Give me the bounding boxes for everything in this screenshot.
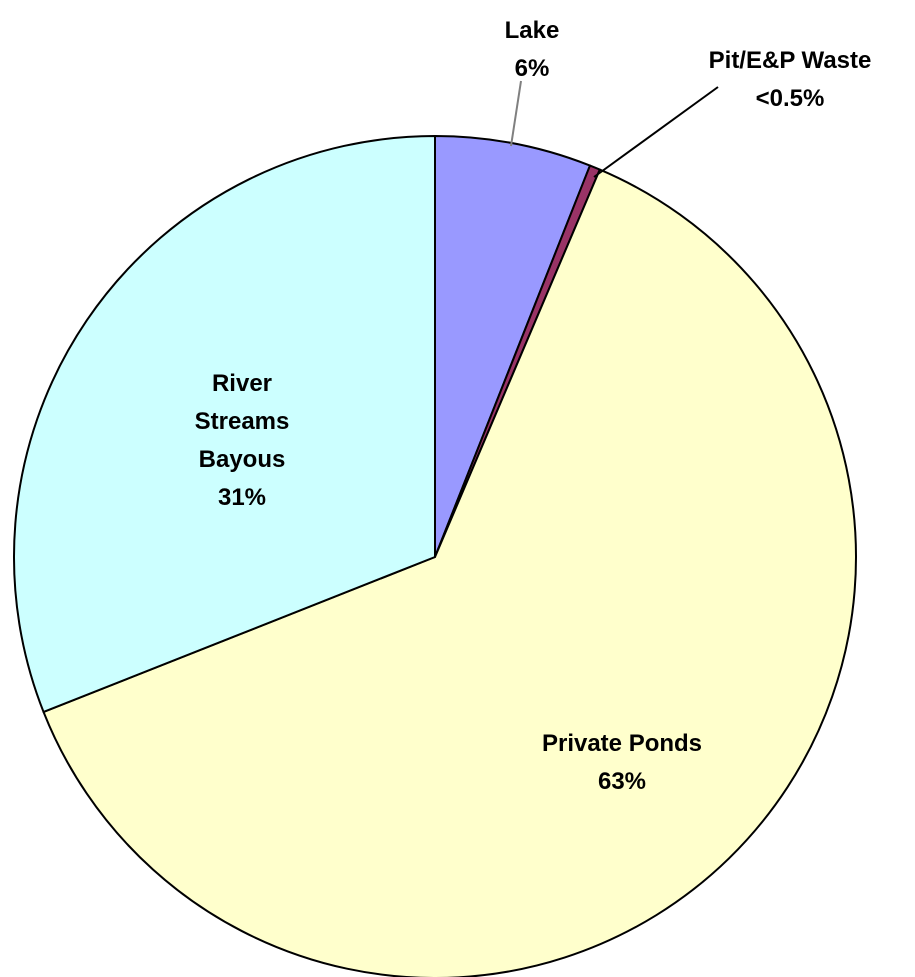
slice-labels: Lake 6% Pit/E&P Waste <0.5% Private Ponds 63%… (195, 17, 872, 795)
leader-line-pit-e-p-waste (593, 86, 719, 178)
slice-label-line: <0.5% (756, 85, 825, 112)
slice-label-line: 31% (218, 484, 266, 511)
pie-slice-river-streams-bayous (13, 135, 436, 713)
pie-slice-private-ponds (42, 168, 857, 977)
slice-label-river-streams-bayous: River Streams Bayous 31% (195, 370, 290, 511)
slice-label-private-ponds: Private Ponds 63% (542, 730, 702, 795)
leader-line-lake (510, 80, 522, 147)
pie-slice-lake (434, 135, 591, 558)
slice-label-line: Bayous (199, 446, 286, 473)
slice-label-line: Lake (505, 17, 560, 44)
pie-slices (13, 135, 857, 977)
slice-label-line: Pit/E&P Waste (709, 47, 872, 74)
slice-label-lake: Lake 6% (505, 17, 560, 82)
leader-lines (510, 80, 719, 178)
slice-label-line: River (212, 370, 272, 397)
slice-label-line: 63% (598, 768, 646, 795)
slice-label-line: Streams (195, 408, 290, 435)
slice-label-line: 6% (515, 55, 550, 82)
slice-label-pit-e-p-waste: Pit/E&P Waste <0.5% (709, 47, 872, 112)
slice-label-line: Private Ponds (542, 730, 702, 757)
